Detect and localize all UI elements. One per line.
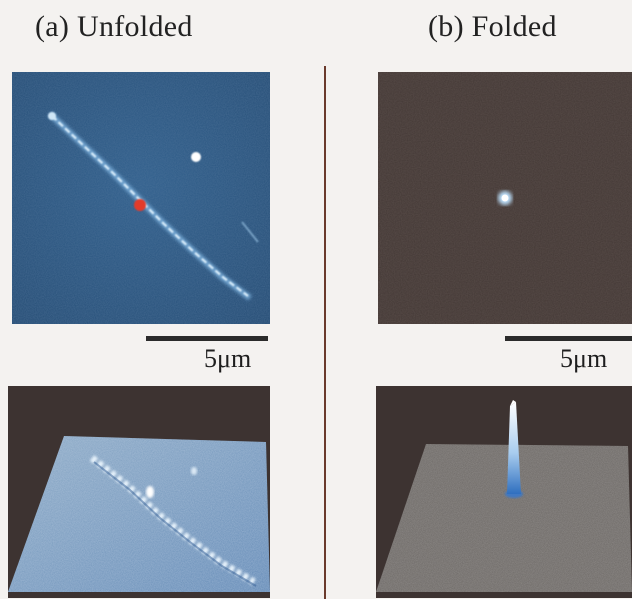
scale-bar-a <box>146 336 268 341</box>
folded-surface-plot <box>376 386 632 598</box>
unfolded-surface-plot <box>8 386 270 598</box>
scale-label-a: 5μm <box>204 344 252 373</box>
scale-bar-b <box>505 336 632 341</box>
folded-fluorescence-image <box>378 72 632 324</box>
scale-label-b: 5μm <box>560 344 608 373</box>
panel-a-title: (a) Unfolded <box>35 10 193 43</box>
unfolded-fluorescence-image <box>12 72 270 324</box>
panel-divider <box>324 66 326 599</box>
panel-b-title: (b) Folded <box>428 10 557 43</box>
